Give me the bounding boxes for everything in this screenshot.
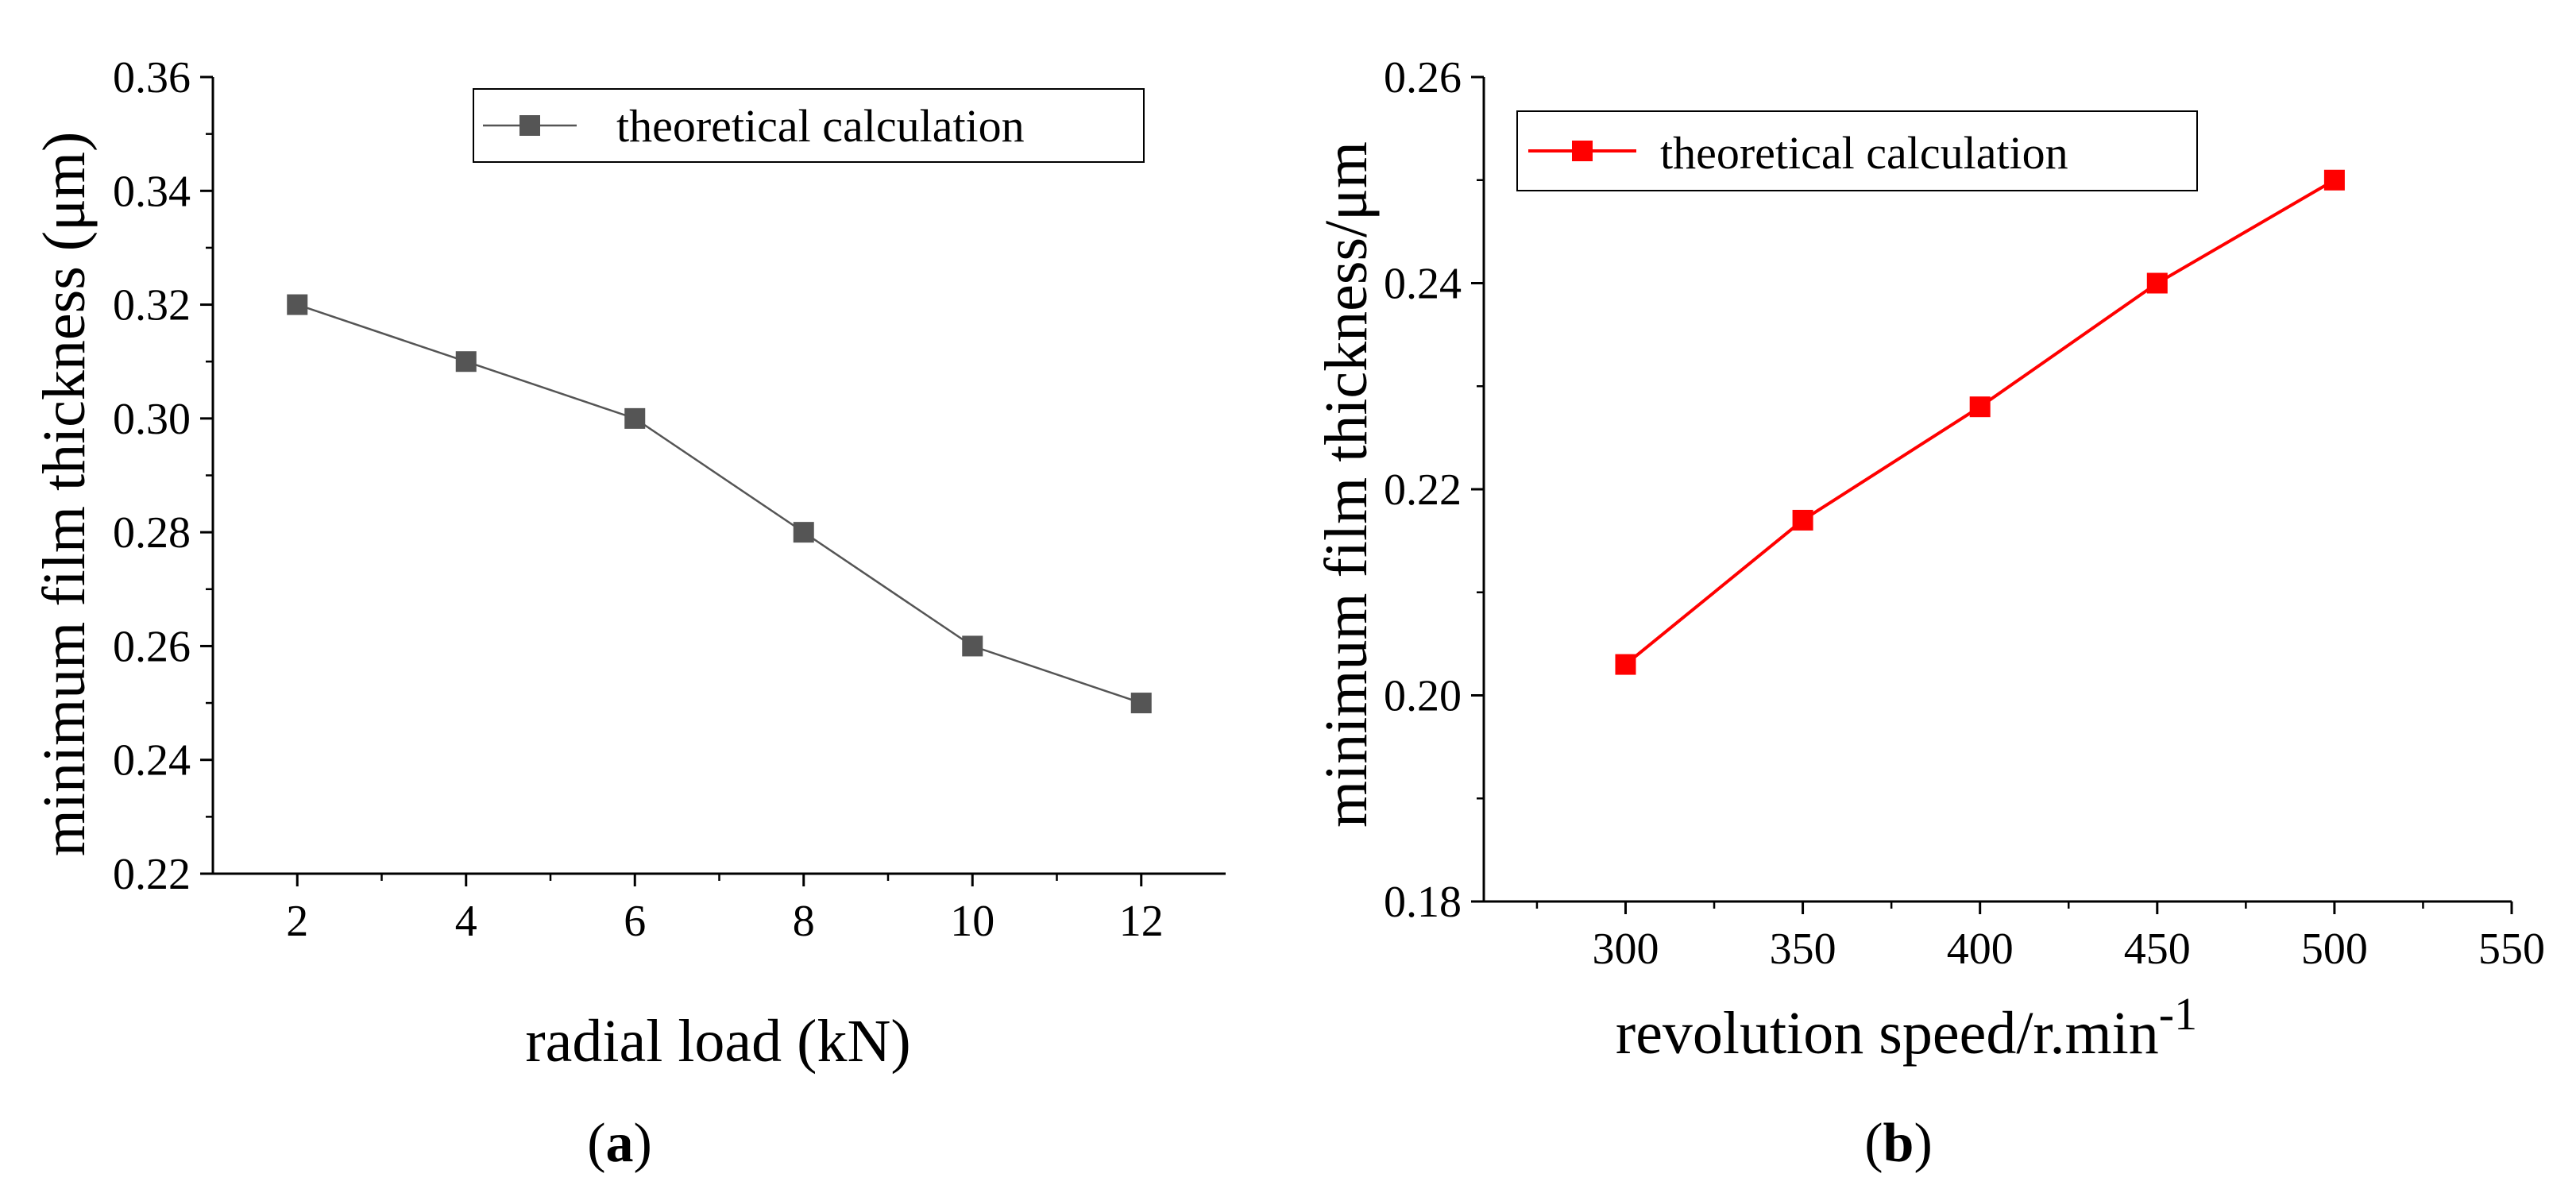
chart-a-y-axis-title: minimum film thickness (μm) <box>31 132 98 857</box>
chart-a-data-point <box>455 351 477 373</box>
chart-b-data-point <box>1792 509 1813 531</box>
chart-b-caption: (b) <box>1864 1113 1933 1174</box>
chart-a-data-point <box>793 522 814 543</box>
chart-a-caption: (a) <box>587 1113 652 1174</box>
chart-a-y-tick-label: 0.22 <box>113 850 191 899</box>
chart-a-y-tick-label: 0.34 <box>113 167 191 216</box>
chart-a-x-tick-label: 10 <box>950 897 994 946</box>
chart-a-caption-letter: a <box>606 1113 634 1174</box>
chart-a-data-point <box>624 407 646 429</box>
chart-a-y-tick-label: 0.32 <box>113 281 191 330</box>
chart-b-y-tick-label: 0.24 <box>1384 260 1462 309</box>
chart-a-x-axis-title: radial load (kN) <box>525 1008 910 1075</box>
chart-a-legend-marker <box>519 115 540 136</box>
chart-b-y-tick-label: 0.20 <box>1384 672 1462 721</box>
chart-a-y-tick-label: 0.26 <box>113 622 191 671</box>
chart-b-y-tick-label: 0.22 <box>1384 465 1462 515</box>
chart-a-series <box>287 294 1152 714</box>
chart-a-legend-box <box>473 88 1145 163</box>
chart-a-legend-label: theoretical calculation <box>616 100 1025 152</box>
chart-a-x-ticks: 2 4 6 8 10 12 <box>286 874 1164 946</box>
chart-a-y-tick-label: 0.28 <box>113 508 191 558</box>
chart-b-data-point <box>2323 169 2345 191</box>
chart-b-series-line <box>1624 179 2335 666</box>
chart-b-legend: theoretical calculation <box>1516 110 2198 191</box>
chart-b-legend-label: theoretical calculation <box>1660 127 2068 179</box>
chart-b-x-axis-title-superscript: -1 <box>2159 988 2197 1040</box>
chart-a-x-tick-label: 8 <box>793 897 815 946</box>
chart-b-x-ticks: 300 350 400 450 500 550 <box>1535 901 2545 974</box>
chart-a-x-tick-label: 2 <box>286 897 308 946</box>
chart-b-data-point <box>2146 272 2168 294</box>
chart-b-caption-letter: b <box>1883 1113 1914 1174</box>
chart-a-y-tick-label: 0.30 <box>113 395 191 444</box>
chart-a: 2 4 6 8 10 12 0.22 0.24 0.26 0.28 0.30 0.32 0.34 0.3… <box>31 53 1226 1174</box>
chart-b-y-tick-label: 0.26 <box>1384 53 1462 102</box>
chart-a-data-point <box>1130 693 1152 714</box>
chart-b-x-tick-label: 350 <box>1770 925 1836 974</box>
chart-a-x-tick-label: 4 <box>455 897 477 946</box>
chart-b-x-tick-label: 500 <box>2301 925 2368 974</box>
chart-b-y-tick-label: 0.18 <box>1384 878 1462 927</box>
chart-b-x-tick-label: 450 <box>2124 925 2191 974</box>
chart-b-y-ticks: 0.18 0.20 0.22 0.24 0.26 <box>1384 53 1484 927</box>
chart-b-x-axis-title-text: revolution speed/r.min <box>1616 1000 2159 1067</box>
chart-a-data-point <box>287 294 308 315</box>
chart-b-series <box>1615 169 2345 675</box>
chart-b-data-point <box>1615 654 1636 675</box>
chart-a-y-tick-label: 0.24 <box>113 736 191 786</box>
chart-b-axes <box>1482 77 2512 903</box>
chart-a-x-tick-label: 6 <box>624 897 646 946</box>
chart-b-x-tick-label: 400 <box>1947 925 2014 974</box>
chart-a-y-ticks: 0.22 0.24 0.26 0.28 0.30 0.32 0.34 0.36 <box>113 53 213 899</box>
chart-b-x-axis-title: revolution speed/r.min-1 <box>1616 988 2197 1067</box>
chart-a-series-line <box>296 303 1142 705</box>
chart-b-x-tick-label: 550 <box>2478 925 2545 974</box>
chart-a-legend: theoretical calculation <box>473 88 1145 163</box>
chart-a-y-tick-label: 0.36 <box>113 53 191 102</box>
chart-a-data-point <box>962 635 983 657</box>
chart-b: 300 350 400 450 500 550 0.180.200.220.240.26 … <box>1313 53 2545 1174</box>
chart-a-x-tick-label: 12 <box>1119 897 1164 946</box>
chart-b-data-point <box>1969 396 1991 418</box>
chart-b-y-axis-title: minimum film thickness/μm <box>1313 141 1380 828</box>
chart-b-x-tick-label: 300 <box>1592 925 1659 974</box>
chart-b-legend-marker <box>1572 141 1593 161</box>
